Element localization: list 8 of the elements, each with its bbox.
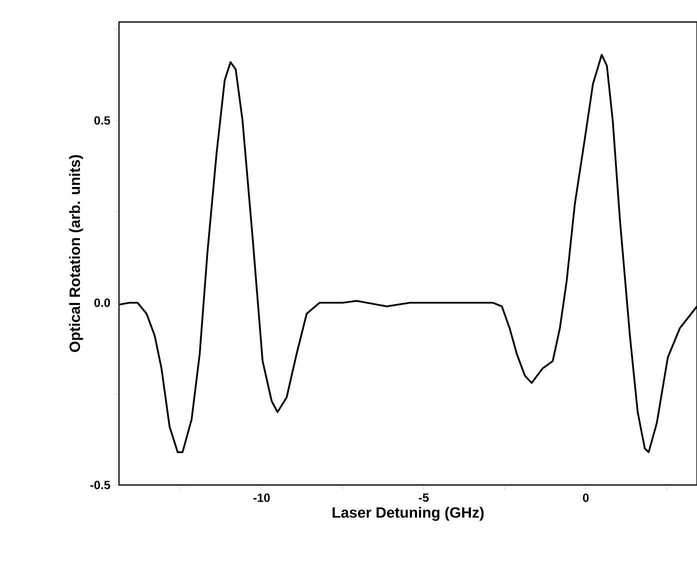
x-tick-label: 0 bbox=[582, 494, 589, 502]
y-tick-label: 0.0 bbox=[94, 298, 110, 307]
x-tick-label: -10 bbox=[253, 494, 270, 502]
x-axis-title: Laser Detuning (GHz) bbox=[332, 506, 484, 521]
x-tick-label: -5 bbox=[418, 494, 429, 502]
y-axis-title: Optical Rotation (arb. units) bbox=[69, 155, 84, 352]
y-tick-label: -0.5 bbox=[90, 480, 110, 490]
y-tick-label: 0.5 bbox=[94, 116, 110, 125]
